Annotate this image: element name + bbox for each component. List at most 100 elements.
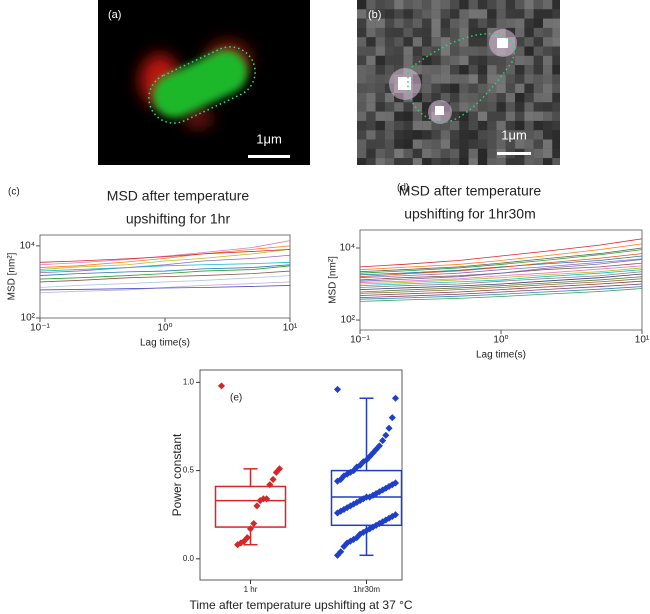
pixel: [394, 111, 404, 121]
series-line: [359, 258, 643, 279]
pixel: [450, 120, 460, 131]
pixel: [440, 120, 451, 131]
pixel: [496, 55, 506, 66]
series-line: [39, 248, 291, 263]
pixel: [524, 120, 534, 131]
pixel: [403, 0, 413, 10]
pixel: [533, 148, 544, 159]
data-point: [333, 477, 342, 485]
pixel: [440, 93, 451, 103]
pixel: [468, 37, 478, 47]
pixel: [375, 0, 385, 10]
series-line: [359, 283, 643, 299]
pixel: [459, 158, 469, 165]
pixel: [384, 93, 395, 103]
pixel: [366, 37, 376, 47]
pixel: [459, 55, 469, 66]
pixel: [394, 46, 404, 56]
pixel: [524, 139, 534, 149]
pixel: [375, 74, 385, 84]
scale-bar: [497, 152, 531, 155]
pixel: [533, 74, 544, 84]
pixel: [515, 18, 525, 28]
pixel: [477, 93, 488, 103]
pixel: [496, 102, 506, 112]
pixel: [412, 55, 423, 66]
panel-label: (a): [108, 9, 121, 21]
pixel: [403, 120, 413, 131]
pixel: [477, 27, 488, 38]
data-point: [256, 497, 264, 505]
pixel: [533, 0, 544, 10]
pixel: [543, 65, 553, 75]
pixel: [496, 74, 506, 84]
x-tick-label: 10¹: [635, 335, 650, 346]
pixel: [422, 120, 432, 131]
pixel: [375, 102, 385, 112]
pixel: [422, 130, 432, 140]
pixel: [422, 27, 432, 38]
spot: [398, 77, 411, 90]
pixel: [422, 158, 432, 165]
pixel: [487, 111, 497, 121]
pixel: [375, 55, 385, 66]
pixel: [543, 18, 553, 28]
pixel: [468, 9, 478, 19]
pixel: [357, 27, 367, 38]
pixel: [533, 55, 544, 66]
pixel: [533, 93, 544, 103]
series-line: [359, 247, 643, 273]
pixel: [403, 139, 413, 149]
data-point: [382, 431, 390, 439]
series-line: [39, 281, 291, 294]
pixel: [505, 158, 516, 165]
pixel: [357, 102, 367, 112]
pixel: [533, 139, 544, 149]
pixel: [515, 158, 525, 165]
pixel: [552, 130, 560, 140]
pixel: [487, 27, 497, 38]
pixel: [366, 55, 376, 66]
pixel: [357, 46, 367, 56]
series-line: [39, 248, 291, 270]
series-line: [39, 240, 291, 266]
red-spot: [184, 108, 212, 128]
pixel: [468, 83, 478, 94]
pixel: [375, 158, 385, 165]
pixel: [515, 93, 525, 103]
x-tick-label: 10⁰: [157, 323, 172, 334]
pixel: [366, 83, 376, 94]
pixel: [477, 102, 488, 112]
pixel: [552, 74, 560, 84]
chart-title: upshifting for 1hr30m: [404, 206, 536, 222]
pixel: [384, 158, 395, 165]
pixel: [450, 27, 460, 38]
pixel: [440, 46, 451, 56]
data-point: [391, 394, 400, 402]
series-line: [359, 259, 643, 282]
pixel: [384, 102, 395, 112]
series-line: [39, 264, 291, 276]
pixel: [394, 158, 404, 165]
pixel: [477, 148, 488, 159]
pixel: [366, 158, 376, 165]
pixel: [394, 102, 404, 112]
data-point: [379, 437, 387, 445]
x-axis-label: Lag time(s): [476, 350, 526, 361]
pixel: [524, 102, 534, 112]
pixel: [505, 130, 516, 140]
pixel: [431, 139, 441, 149]
pixel: [552, 83, 560, 94]
pixel: [440, 74, 451, 84]
pixel: [366, 0, 376, 10]
pixel: [487, 18, 497, 28]
pixel: [524, 111, 534, 121]
pixel: [431, 148, 441, 159]
data-point: [234, 541, 242, 549]
pixel: [543, 37, 553, 47]
pixel: [515, 111, 525, 121]
pixel: [431, 55, 441, 66]
pixel: [468, 120, 478, 131]
pixel: [552, 139, 560, 149]
